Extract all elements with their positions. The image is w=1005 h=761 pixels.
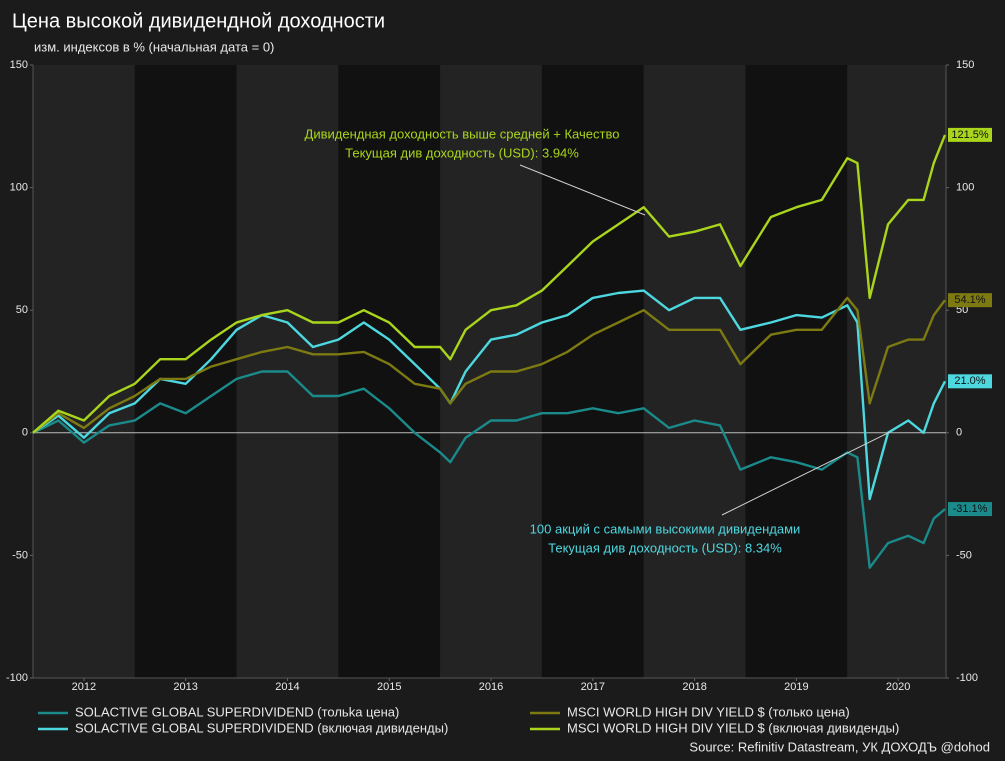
end-label: 21.0%: [954, 375, 985, 387]
series-line: [32, 289, 947, 501]
end-label-box: [948, 293, 992, 308]
year-band: [847, 65, 946, 678]
year-band: [541, 65, 644, 678]
annotation-text: Текущая див доходность (USD): 8.34%: [548, 540, 782, 555]
x-tick-label: 2012: [72, 681, 96, 693]
chart-subtitle: изм. индексов в % (начальная дата = 0): [34, 39, 274, 54]
annotation-pointer: [519, 164, 646, 216]
x-tick-label: 2016: [479, 681, 503, 693]
year-band: [745, 65, 848, 678]
end-label-box: [948, 374, 992, 389]
legend-label: MSCI WORLD HIGH DIV YIELD $ (включая див…: [567, 720, 899, 735]
y2-tick-label: -50: [956, 549, 972, 561]
annotation-text: Дивидендная доходность выше средней + Ка…: [305, 126, 620, 141]
x-tick-label: 2020: [886, 681, 910, 693]
y2-tick-label: 100: [956, 182, 974, 194]
end-label: 54.1%: [954, 294, 985, 306]
annotation-text: Текущая див доходность (USD): 3.94%: [345, 145, 579, 160]
legend-label: MSCI WORLD HIGH DIV YIELD $ (только цена…: [567, 704, 850, 719]
y-tick-label: 150: [10, 59, 28, 71]
x-tick-label: 2017: [581, 681, 605, 693]
y-tick-label: 100: [10, 182, 28, 194]
series-line: [32, 134, 947, 434]
end-label-box: [948, 127, 992, 142]
y2-tick-label: 0: [956, 427, 962, 439]
series-line: [32, 296, 946, 434]
y-tick-label: -50: [12, 549, 28, 561]
annotation-text: 100 акций с самыми высокими дивидендами: [530, 521, 801, 536]
annotation-pointer: [721, 431, 891, 516]
year-band: [134, 65, 237, 678]
end-label-box: [948, 502, 992, 517]
y-tick-label: -100: [6, 672, 28, 684]
x-tick-label: 2019: [784, 681, 808, 693]
x-tick-label: 2015: [377, 681, 401, 693]
end-label: -31.1%: [953, 503, 988, 515]
year-band: [33, 65, 135, 678]
x-tick-label: 2018: [682, 681, 706, 693]
y-tick-label: 0: [22, 427, 28, 439]
x-tick-label: 2014: [275, 681, 299, 693]
y-tick-label: 50: [16, 304, 28, 316]
y2-tick-label: -100: [956, 672, 978, 684]
x-tick-label: 2013: [173, 681, 197, 693]
y2-tick-label: 150: [956, 59, 974, 71]
end-label: 121.5%: [951, 129, 989, 141]
chart-title: Цена высокой дивидендной доходности: [12, 10, 385, 32]
series-line: [32, 370, 946, 569]
legend-label: SOLACTIVE GLOBAL SUPERDIVIDEND (включая …: [75, 720, 448, 735]
source: Source: Refinitiv Datastream, УК ДОХОДЪ …: [689, 739, 990, 754]
legend-label: SOLACTIVE GLOBAL SUPERDIVIDEND (тольkа ц…: [75, 704, 399, 719]
year-band: [643, 65, 746, 678]
